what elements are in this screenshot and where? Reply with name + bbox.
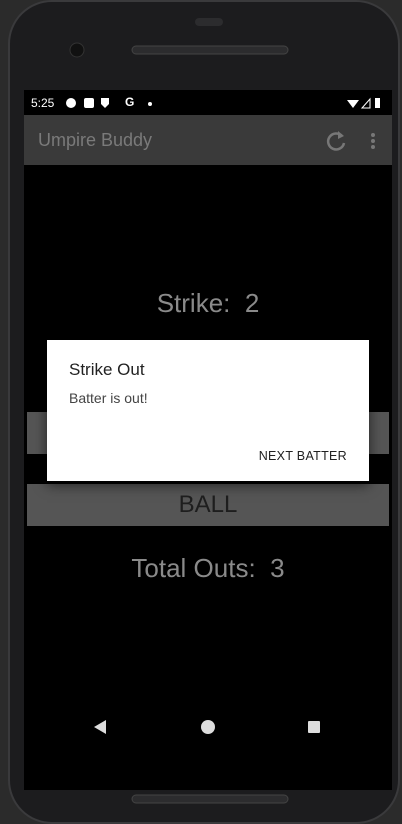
next-batter-button[interactable]: NEXT BATTER xyxy=(258,449,347,463)
strike-row: Strike: 2 xyxy=(24,288,392,319)
overflow-menu[interactable] xyxy=(371,133,375,149)
dot-icon xyxy=(148,102,152,106)
nav-bar xyxy=(94,720,320,734)
app-icon xyxy=(84,98,94,108)
shield-icon xyxy=(101,98,109,108)
outs-label: Total Outs: xyxy=(131,553,256,583)
strike-count: 2 xyxy=(244,288,260,318)
status-time: 5:25 xyxy=(31,96,55,110)
outs-row: Total Outs: 3 xyxy=(24,553,392,584)
speaker xyxy=(131,45,289,55)
strike-label: Strike: xyxy=(156,288,231,318)
dialog-title: Strike Out xyxy=(69,360,145,379)
phone-hardware xyxy=(69,18,289,804)
nav-recents[interactable] xyxy=(308,721,320,733)
status-icons xyxy=(66,98,109,108)
reset-button[interactable] xyxy=(326,132,346,151)
app-actions xyxy=(326,131,375,151)
settings-icon xyxy=(66,98,76,108)
sensor xyxy=(195,18,223,26)
dialog-message: Batter is out! xyxy=(69,390,148,406)
outs-count: 3 xyxy=(270,553,285,583)
ball-button[interactable]: BALL xyxy=(27,484,389,526)
nav-back[interactable] xyxy=(94,720,106,734)
bottom-speaker xyxy=(131,794,289,804)
nav-home[interactable] xyxy=(201,720,215,734)
dialog: Strike Out Batter is out! NEXT BATTER xyxy=(47,340,369,481)
battery-icon xyxy=(375,98,380,108)
screen: 5:25 G Umpire Buddy Strike: 2 BALL Total… xyxy=(24,90,392,790)
signal-icon xyxy=(360,97,371,109)
status-right xyxy=(148,97,380,109)
g-icon: G xyxy=(125,95,135,109)
app-bar: Umpire Buddy xyxy=(24,115,392,165)
app-title: Umpire Buddy xyxy=(38,130,153,150)
wifi-icon xyxy=(347,100,359,108)
camera xyxy=(69,42,85,58)
reset-arrow xyxy=(338,131,344,139)
